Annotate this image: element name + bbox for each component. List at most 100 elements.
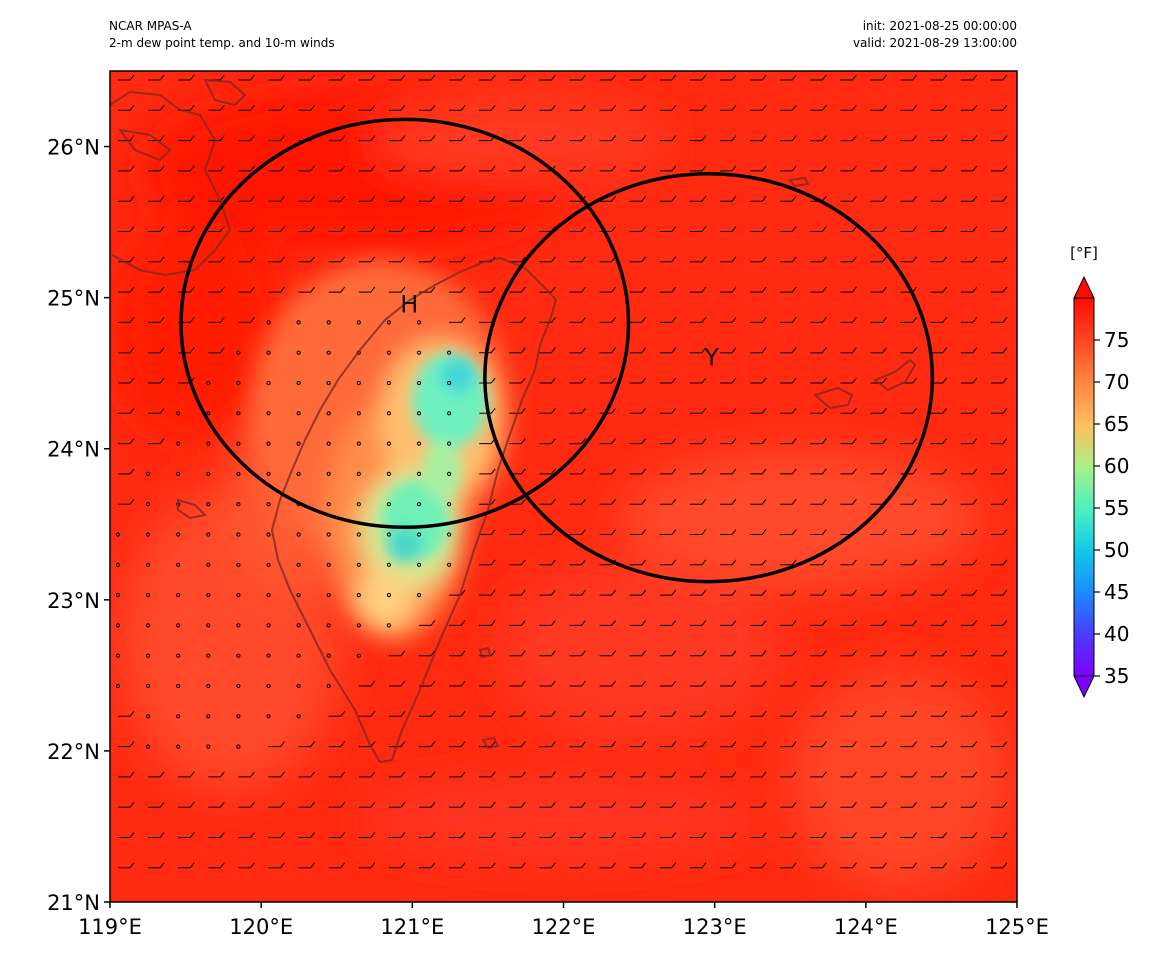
wind-barb (328, 226, 346, 232)
small-island (788, 176, 810, 188)
wind-barb (268, 104, 285, 111)
wind-barb (449, 801, 466, 808)
wind-barb (810, 468, 827, 475)
wind-barb (689, 165, 707, 172)
wind-barb (720, 438, 737, 445)
calm-wind-marker (296, 623, 301, 628)
wind-barb (479, 710, 496, 717)
calm-wind-marker (266, 653, 271, 658)
wind-barb (990, 468, 1008, 475)
wind-barb (238, 135, 255, 142)
wind-barb (810, 741, 827, 748)
wind-barb (449, 862, 466, 869)
calm-wind-marker (115, 562, 121, 567)
wind-barb (720, 741, 737, 748)
wind-barb (840, 377, 857, 384)
wind-barb (990, 589, 1008, 596)
wind-barb (539, 741, 556, 748)
wind-barb (599, 377, 616, 384)
calm-wind-marker (356, 532, 361, 537)
wind-barb (479, 559, 496, 566)
wind-barb (780, 468, 797, 475)
calm-wind-marker (176, 471, 181, 476)
wind-barb (268, 741, 285, 748)
wind-barb (509, 680, 526, 687)
calm-wind-marker (386, 350, 391, 355)
wind-barb (750, 529, 767, 535)
wind-barb (118, 832, 135, 838)
y-tick-label: 26°N (47, 136, 100, 160)
wind-barb (148, 226, 165, 232)
wind-barb (870, 256, 887, 263)
wind-barb (388, 165, 406, 172)
wind-barb (449, 195, 466, 202)
wind-barb (960, 741, 978, 748)
wind-barb (930, 589, 948, 596)
wind-barb (148, 135, 165, 142)
calm-wind-marker (236, 593, 241, 598)
wind-barb (870, 165, 887, 172)
wind-barb (148, 832, 165, 838)
wind-barb (810, 620, 827, 626)
wind-barb (449, 710, 466, 717)
wind-barb (810, 104, 827, 111)
colorbar-gradient (1073, 297, 1095, 677)
wind-barb (118, 771, 135, 778)
calm-wind-marker (206, 683, 211, 689)
calm-wind-marker (386, 593, 391, 598)
wind-barb (208, 135, 225, 142)
calm-wind-marker (447, 350, 452, 355)
wind-barb (238, 286, 255, 293)
wind-barb (388, 135, 406, 142)
wind-barb (780, 165, 797, 172)
wind-barb (720, 468, 737, 475)
wind-barb (449, 104, 466, 111)
wind-barb (569, 862, 586, 869)
x-tick-label: 119°E (78, 915, 142, 939)
wind-barb (750, 438, 767, 445)
wind-barb (720, 710, 737, 717)
wind-barb (509, 438, 526, 445)
calm-wind-marker (146, 532, 151, 537)
range-circle (179, 117, 631, 530)
wind-barb (539, 589, 556, 596)
wind-barb (750, 559, 767, 566)
wind-barb (539, 407, 556, 414)
wind-barb (840, 650, 857, 657)
wind-barb (629, 226, 647, 232)
calm-wind-marker (447, 562, 452, 567)
wind-barb (479, 468, 496, 475)
wind-barb (659, 317, 677, 323)
wind-barb (328, 104, 346, 111)
wind-barb (509, 650, 526, 657)
wind-barb (569, 256, 586, 263)
wind-barb (178, 74, 195, 81)
wind-barb (780, 771, 797, 778)
wind-barb (659, 589, 677, 596)
wind-barb (960, 256, 978, 263)
calm-wind-marker (416, 411, 422, 416)
wind-barb (328, 195, 346, 202)
wind-barb (569, 559, 586, 566)
wind-barb (689, 347, 707, 354)
calm-wind-marker (447, 441, 452, 446)
wind-barb (118, 317, 135, 323)
wind-barb (870, 620, 887, 626)
wind-barb (539, 104, 556, 111)
wind-barb (900, 589, 917, 596)
wind-barb (629, 559, 647, 566)
wind-barb (449, 165, 466, 172)
wind-barb (509, 498, 526, 505)
wind-barb (780, 74, 797, 81)
wind-barb (870, 104, 887, 111)
wind-barb (930, 741, 948, 748)
calm-wind-marker (326, 471, 331, 476)
valid-time: valid: 2021-08-29 13:00:00 (852, 36, 1017, 50)
wind-barb (810, 407, 827, 414)
calm-wind-marker (416, 562, 422, 567)
calm-wind-marker (266, 502, 271, 507)
wind-barb (990, 286, 1008, 293)
calm-wind-marker (236, 411, 241, 416)
wind-barb (539, 286, 556, 293)
calm-wind-marker (236, 653, 241, 658)
